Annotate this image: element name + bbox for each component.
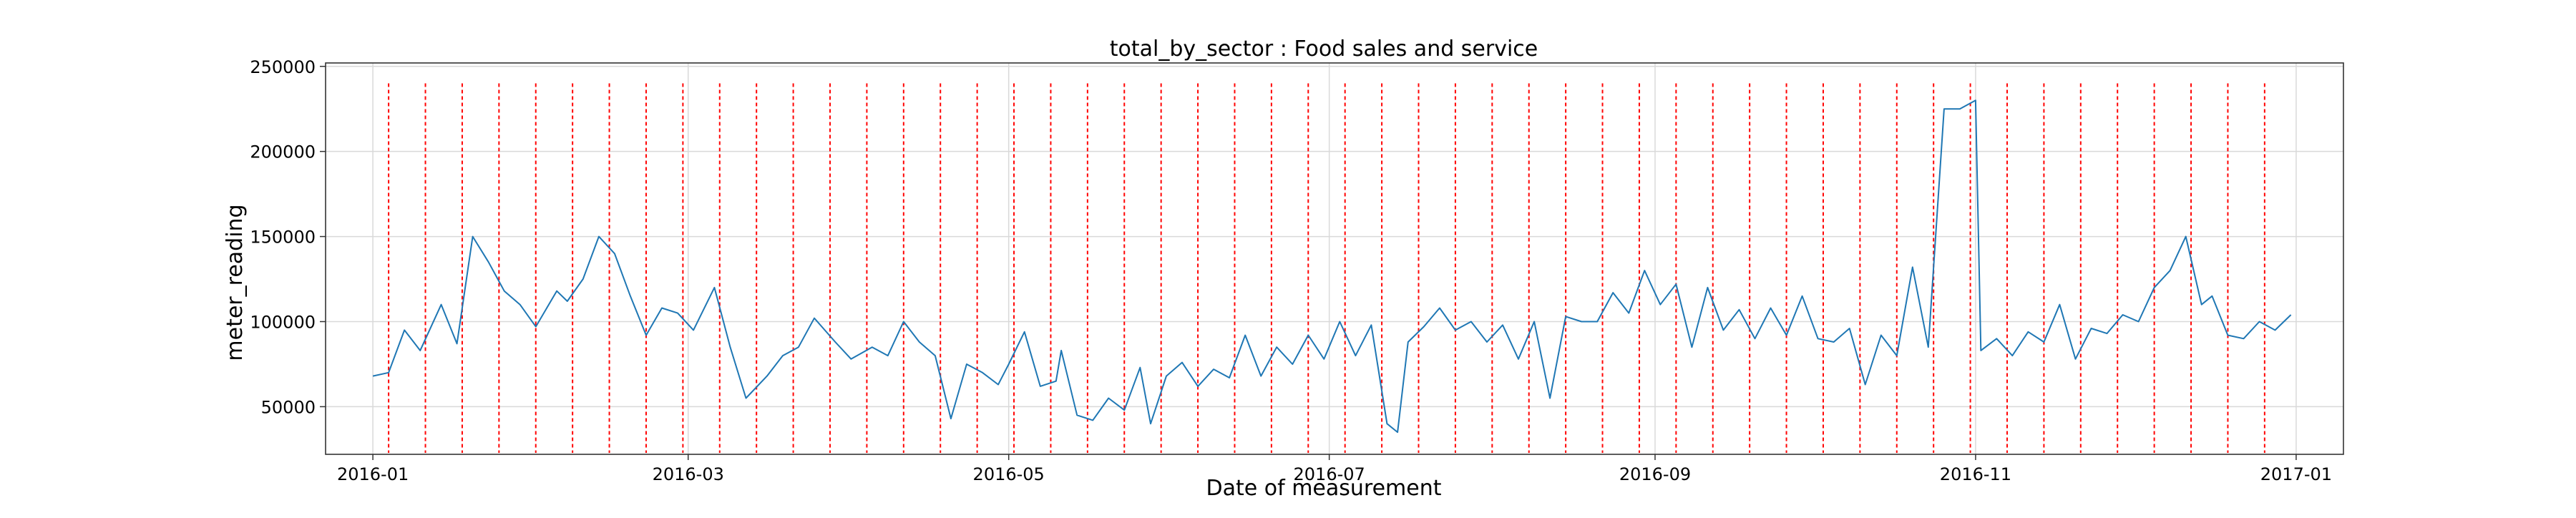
meter-reading-line — [372, 99, 2292, 434]
y-tick-label: 150000 — [250, 228, 316, 248]
x-tick-label: 2016-05 — [973, 464, 1045, 484]
x-tick-label: 2016-01 — [337, 464, 409, 484]
plot-frame — [325, 62, 2344, 455]
y-tick-label: 50000 — [261, 397, 316, 417]
y-axis-label: meter_reading — [223, 204, 248, 361]
y-tick-label: 200000 — [250, 142, 316, 162]
x-tick-label: 2016-07 — [1294, 464, 1365, 484]
x-tick-label: 2017-01 — [2260, 464, 2332, 484]
y-tick-label: 100000 — [250, 312, 316, 332]
chart-title: total_by_sector : Food sales and service — [1110, 36, 1538, 62]
x-tick-label: 2016-09 — [1619, 464, 1691, 484]
x-axis-label: Date of measurement — [1206, 476, 1442, 501]
series-layer — [372, 99, 2292, 434]
x-tick-label: 2016-11 — [1940, 464, 2011, 484]
x-axis-ticks: 2016-01 2016-03 2016-05 2016-07 2016-09 2016-… — [337, 454, 2332, 484]
y-tick-label: 250000 — [250, 57, 316, 77]
x-tick-label: 2016-03 — [653, 464, 724, 484]
y-axis-ticks: 50000 100000 150000 200000 250000 — [250, 57, 326, 417]
